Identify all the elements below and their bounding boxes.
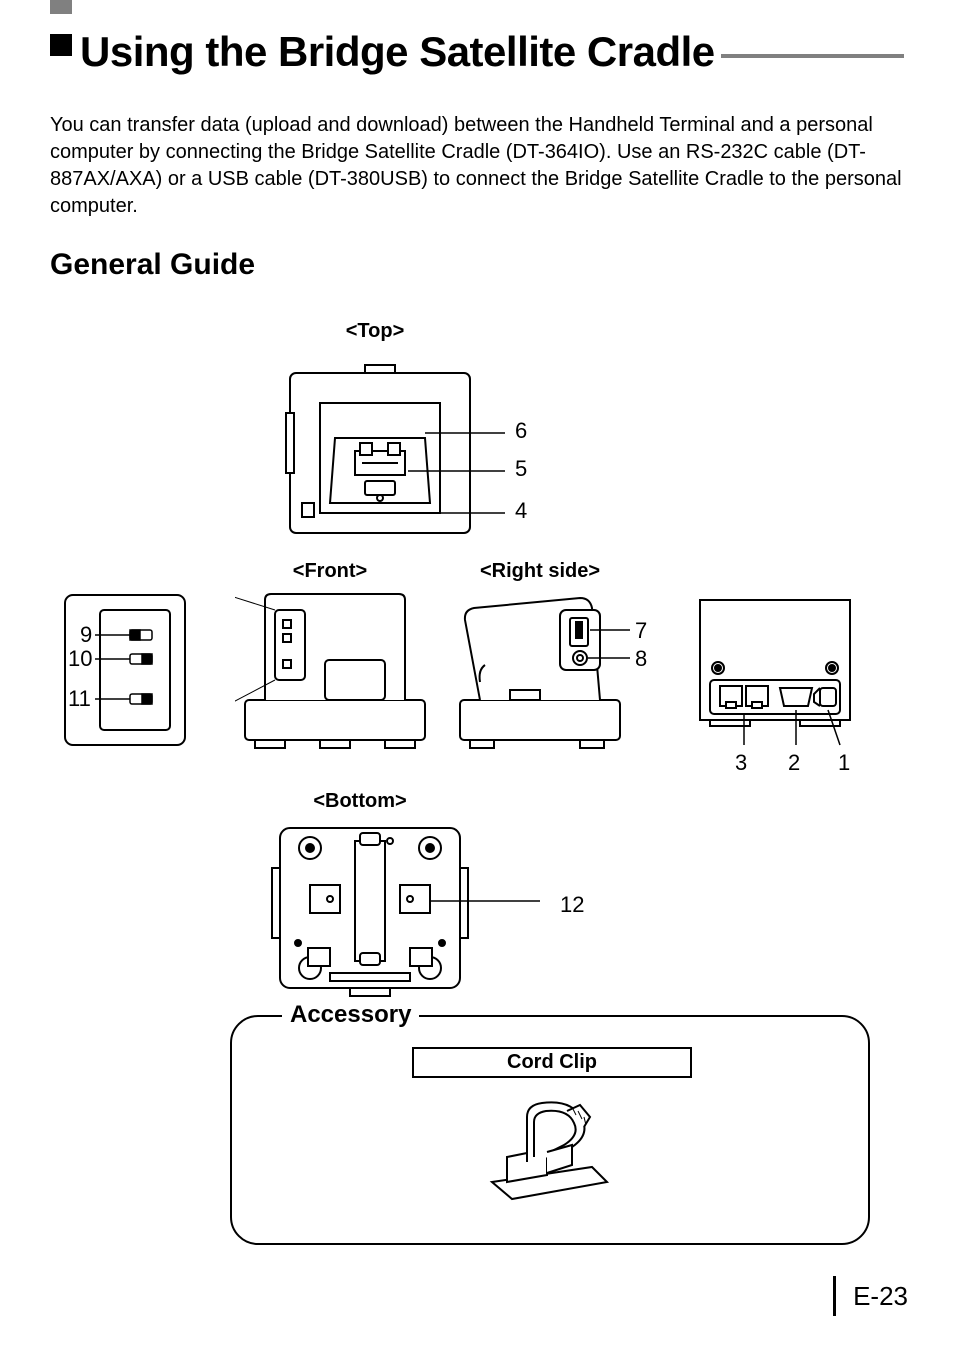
callout-5: 5 [515, 456, 527, 482]
accessory-item-label: Cord Clip [412, 1047, 692, 1078]
gray-square-mark [50, 0, 72, 14]
title-row: Using the Bridge Satellite Cradle [80, 28, 904, 76]
callout-8: 8 [635, 646, 647, 672]
bottom-view-group: <Bottom> [260, 790, 580, 1003]
accessory-box: Accessory Cord Clip [230, 1015, 870, 1245]
black-square-mark [50, 34, 72, 56]
callout-12: 12 [560, 892, 584, 918]
intro-paragraph: You can transfer data (upload and downlo… [50, 112, 904, 220]
bottom-view-label: <Bottom> [260, 790, 460, 813]
right-view-label: <Right side> [450, 560, 630, 583]
right-view-diagram [450, 590, 650, 770]
callout-10: 10 [68, 646, 92, 672]
callout-4: 4 [515, 498, 527, 524]
callout-11: 11 [68, 686, 91, 712]
callout-2: 2 [788, 750, 800, 776]
manual-page: Using the Bridge Satellite Cradle You ca… [0, 0, 954, 1352]
title-rule [721, 54, 904, 58]
top-view-label: <Top> [280, 320, 470, 343]
callout-9: 9 [80, 622, 92, 648]
callout-1: 1 [838, 750, 850, 776]
callout-6: 6 [515, 418, 527, 444]
page-title: Using the Bridge Satellite Cradle [80, 28, 715, 76]
callout-7: 7 [635, 618, 647, 644]
page-number: E-23 [853, 1281, 908, 1312]
front-view-diagram [235, 590, 435, 770]
top-view-group: <Top> [280, 320, 560, 543]
bottom-view-diagram [260, 813, 580, 1003]
accessory-heading: Accessory [282, 1001, 419, 1029]
page-number-rule [833, 1276, 836, 1316]
section-heading: General Guide [50, 248, 255, 282]
callout-3: 3 [735, 750, 747, 776]
cord-clip-diagram [472, 1087, 632, 1217]
front-view-label: <Front> [250, 560, 410, 583]
